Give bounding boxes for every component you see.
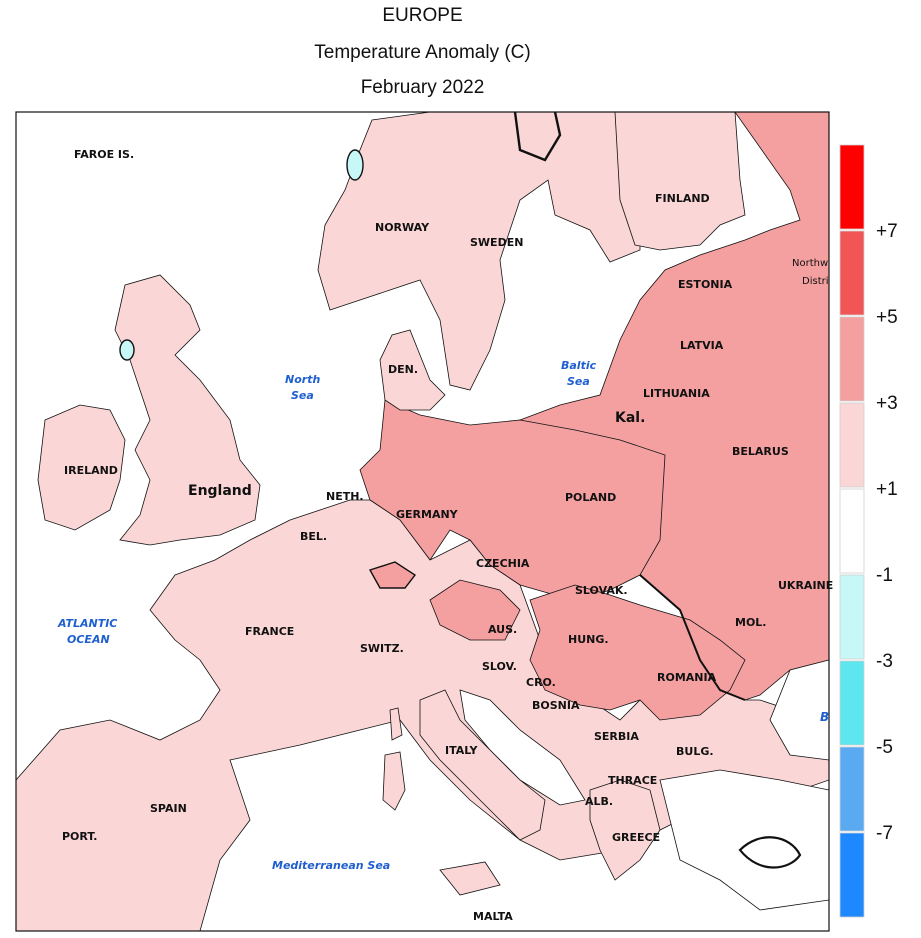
label-spain: SPAIN [150,802,187,815]
label-norway: NORWAY [375,221,430,234]
map-frame [15,111,830,932]
label-atlantic-2: OCEAN [67,633,110,646]
label-greece: GREECE [612,831,660,844]
label-netherlands: NETH. [326,490,364,503]
label-france: FRANCE [245,625,294,638]
legend-tick-1: +5 [876,307,898,328]
adriatic-sea [459,689,586,806]
label-baltic-sea-1: Baltic [561,359,597,372]
label-ukraine: UKRAINE [778,579,833,592]
label-mediterranean: Mediterranean Sea [272,859,390,872]
finland-landmass [614,112,746,251]
zero-contour-north [513,112,562,162]
label-atlantic-1: ATLANTIC [57,617,117,630]
label-germany: GERMANY [396,508,459,521]
map-labels: FAROE IS. NORWAY SWEDEN FINLAND ESTONIA … [57,148,833,923]
label-lithuania: LITHUANIA [643,387,710,400]
label-kaliningrad: Kal. [615,410,645,426]
legend-tick-0: +7 [876,221,898,242]
label-switzerland: SWITZ. [360,642,404,655]
black-sea [769,659,829,761]
land-layer [16,112,829,931]
label-sweden: SWEDEN [470,236,523,249]
italy-landmass [419,689,546,841]
legend-swatch-5 [839,574,865,660]
corsica-landmass [389,707,403,741]
label-slovakia: SLOVAK. [575,584,628,597]
legend-tick-5: -3 [876,651,893,672]
label-england: England [188,483,252,499]
label-nw-district-2: Distri [802,276,829,287]
greece-landmass [589,779,661,881]
zero-contour-aegean [738,836,802,869]
label-thrace: THRACE [608,774,657,787]
legend-tick-2: +3 [876,393,898,414]
label-b-edge: B [820,710,829,724]
sardinia-landmass [382,751,406,811]
label-latvia: LATVIA [680,339,724,352]
map-region-title: EUROPE [382,5,463,26]
label-ireland: IRELAND [64,464,118,477]
ireland-landmass [37,404,126,531]
label-north-sea-1: North [285,373,320,386]
map-variable-title: Temperature Anomaly (C) [314,42,531,63]
label-czechia: CZECHIA [476,557,530,570]
legend-tick-7: -7 [876,823,893,844]
denmark-landmass [379,329,446,411]
label-finland: FINLAND [655,192,710,205]
label-moldova: MOL. [735,616,767,629]
legend-swatch-2 [839,316,865,402]
label-malta: MALTA [473,910,513,923]
label-north-sea-2: Sea [291,389,314,402]
map-period-title: February 2022 [360,77,485,98]
norway-cool-patch [346,149,364,181]
great-britain-landmass [114,274,261,546]
legend-tick-4: -1 [876,565,893,586]
legend-swatch-4 [839,488,865,574]
legend-tick-3: +1 [876,479,898,500]
legend-tick-6: -5 [876,737,893,758]
carpathian-warm-region [529,584,746,721]
label-serbia: SERBIA [594,730,639,743]
sicily-landmass [439,861,501,896]
legend-swatch-1 [839,230,865,316]
germany-cool-patch [368,561,417,589]
label-faroe: FAROE IS. [74,148,134,161]
label-austria: AUS. [488,623,517,636]
label-albania: ALB. [585,795,613,808]
legend-swatch-3 [839,402,865,488]
label-baltic-sea-2: Sea [567,375,590,388]
legend-swatch-0 [839,144,865,230]
label-estonia: ESTONIA [678,278,733,291]
label-romania: ROMANIA [657,671,717,684]
scotland-cool-patch [119,339,135,361]
label-croatia: CRO. [526,676,556,689]
label-hungary: HUNG. [568,633,609,646]
label-belarus: BELARUS [732,445,789,458]
france-warm-patch [429,579,521,641]
label-belgium: BEL. [300,530,327,543]
legend-swatch-6 [839,660,865,746]
zero-contour-ukraine [639,574,746,701]
label-poland: POLAND [565,491,616,504]
aegean-cool-region [659,769,829,911]
label-italy: ITALY [445,744,479,757]
label-bosnia: BOSNIA [532,699,580,712]
color-legend: +7 +5 +3 +1 -1 -3 -5 -7 [839,144,898,918]
legend-swatch-7 [839,746,865,832]
label-denmark: DEN. [388,363,418,376]
label-slovenia: SLOV. [482,660,517,673]
label-nw-district-1: Northw [792,258,828,269]
label-bulgaria: BULG. [676,745,714,758]
label-portugal: PORT. [62,830,97,843]
legend-swatch-8 [839,832,865,918]
